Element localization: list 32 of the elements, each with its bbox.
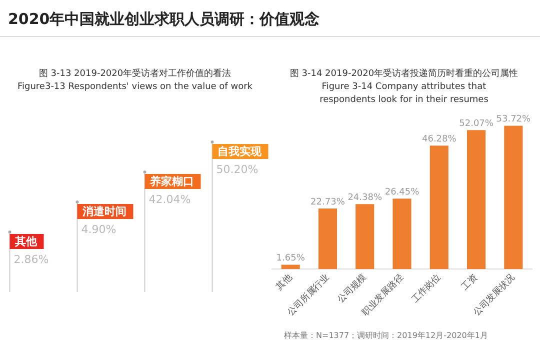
x-tick-label: 工作岗位 [410, 272, 443, 306]
data-label: 22.73% [310, 197, 346, 208]
data-label: 24.38% [348, 192, 382, 203]
bar [504, 126, 523, 270]
data-label: 52.07% [459, 119, 494, 130]
text: Figure3-13 Respondents' views on the value of work [16, 81, 254, 94]
category-label: 自我实现 [217, 144, 262, 158]
x-tick-label: 公司规模 [335, 272, 369, 306]
chart-title: 图 3-14 2019-2020年受访者投递简历时看重的公司属性 [288, 68, 520, 81]
data-label: 4.90% [81, 222, 116, 236]
x-tick-label: 工资 [460, 272, 480, 293]
category-label: 养家糊口 [148, 174, 194, 188]
data-label: 2.86% [14, 252, 49, 266]
bar [430, 146, 448, 270]
bar [392, 198, 412, 270]
chart-subtitle: Figure 3-14 Company attributes that respondents look for in their resumes [318, 81, 490, 107]
bar [281, 264, 300, 270]
data-label: 42.04% [148, 192, 191, 206]
data-label: 46.28% [422, 134, 457, 144]
category-label: 其他 [14, 234, 38, 248]
category-label: 消遣时间 [81, 204, 126, 218]
data-label: 26.45% [384, 187, 420, 198]
bar [318, 208, 337, 270]
x-tick-label: 其他 [274, 272, 294, 293]
text: 图 3-13 2019-2020年受访者对工作价值的看法 [38, 68, 232, 81]
bar [356, 204, 374, 270]
text: 2020年中国就业创业求职人员调研：价值观念 [8, 10, 320, 29]
data-label: 1.65% [276, 254, 306, 264]
bar [467, 130, 486, 270]
data-label: 50.20% [216, 162, 258, 176]
text: 样本量：N=1377；调研时间：2019年12月-2020年1月 [284, 330, 488, 341]
data-label: 53.72% [496, 114, 532, 125]
